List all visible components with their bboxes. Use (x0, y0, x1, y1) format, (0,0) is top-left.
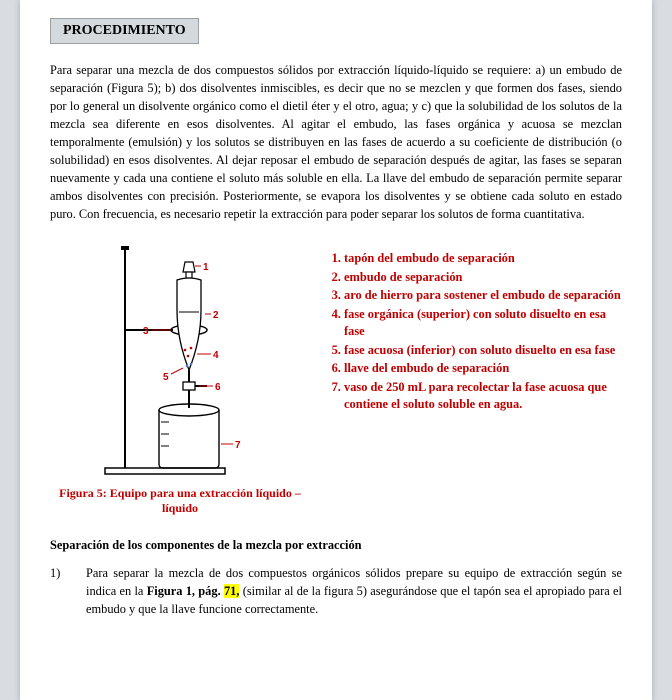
legend-item: embudo de separación (344, 269, 622, 286)
document-page: PROCEDIMIENTO Para separar una mezcla de… (20, 0, 652, 700)
legend-item: llave del embudo de separación (344, 360, 622, 377)
svg-text:1: 1 (203, 262, 209, 273)
figure-caption-line2: líquido (162, 501, 198, 515)
legend-item: vaso de 250 mL para recolectar la fase a… (344, 379, 622, 412)
figure-row: 1 2 3 4 5 6 7 Figura 5: Equipo para una … (50, 240, 622, 516)
figure-caption-line1: Figura 5: Equipo para una extracción líq… (59, 486, 301, 500)
intro-paragraph: Para separar una mezcla de dos compuesto… (50, 62, 622, 224)
legend-item: fase orgánica (superior) con soluto disu… (344, 306, 622, 339)
legend-item: tapón del embudo de separación (344, 250, 622, 267)
step-number: 1) (50, 565, 68, 619)
section-tag: PROCEDIMIENTO (50, 18, 199, 44)
legend-list: tapón del embudo de separación embudo de… (322, 250, 622, 413)
svg-text:6: 6 (215, 382, 221, 393)
svg-text:5: 5 (163, 372, 169, 383)
svg-text:7: 7 (235, 440, 241, 451)
svg-text:2: 2 (213, 310, 219, 321)
step-text: Para separar la mezcla de dos compuestos… (86, 565, 622, 619)
procedure-step: 1) Para separar la mezcla de dos compues… (50, 565, 622, 619)
legend-item: aro de hierro para sostener el embudo de… (344, 287, 622, 304)
svg-text:3: 3 (143, 326, 149, 337)
step-text-bold: Figura 1, pág. (147, 584, 224, 598)
separation-funnel-diagram: 1 2 3 4 5 6 7 (65, 240, 295, 480)
figure-column: 1 2 3 4 5 6 7 Figura 5: Equipo para una … (50, 240, 310, 516)
legend-column: tapón del embudo de separación embudo de… (322, 240, 622, 516)
step-text-highlight: 71, (224, 584, 240, 598)
svg-text:4: 4 (213, 350, 219, 361)
figure-caption: Figura 5: Equipo para una extracción líq… (50, 486, 310, 516)
legend-item: fase acuosa (inferior) con soluto disuel… (344, 342, 622, 359)
subsection-heading: Separación de los componentes de la mezc… (50, 538, 622, 553)
